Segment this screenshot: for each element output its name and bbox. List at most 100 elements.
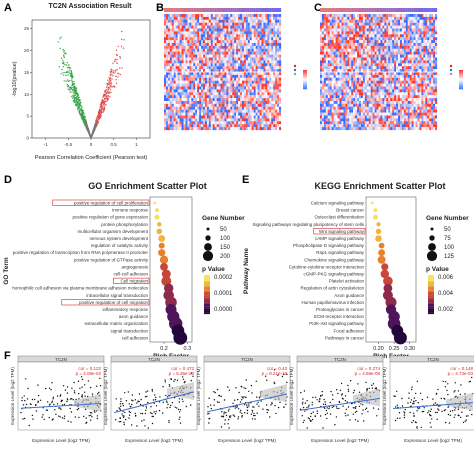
scatter-point: [84, 391, 86, 393]
scatter-point: [51, 401, 53, 404]
scatter-frame: [17, 361, 105, 431]
scatter-point: [60, 408, 62, 410]
volcano-point: [114, 71, 117, 73]
volcano-point: [67, 88, 69, 90]
volcano-point: [96, 116, 98, 119]
color-legend-swatch: [204, 276, 210, 278]
term-label: intracellular signal transduction: [86, 293, 148, 298]
scatter-point: [250, 384, 253, 387]
volcano-point: [58, 66, 60, 68]
scatter-point: [69, 398, 72, 400]
scatter-point: [89, 419, 92, 421]
volcano-point: [108, 77, 110, 79]
scatter-point: [354, 411, 357, 413]
volcano-point: [114, 58, 117, 61]
scatter-point: [258, 405, 260, 407]
scatter-point: [302, 401, 304, 403]
scatter-point: [145, 407, 148, 409]
scatter-point: [145, 405, 147, 407]
volcano-point: [76, 104, 78, 107]
volcano-point: [100, 105, 102, 107]
bubble-ylabel: Pathway Name: [243, 248, 250, 294]
volcano-point: [71, 95, 73, 98]
color-legend-swatch: [428, 299, 434, 302]
color-legend-label: 0.0000: [214, 307, 233, 313]
volcano-point: [115, 79, 117, 81]
scatter-point: [91, 416, 93, 418]
scatter-point: [341, 393, 344, 395]
heatmap-header-gradient: [320, 8, 438, 12]
color-legend-swatch: [428, 298, 434, 300]
volcano-point: [72, 83, 75, 85]
scatter-ylabel: Expression Level (log2 TPM): [103, 367, 108, 425]
scatter-point: [273, 369, 276, 371]
scatter-point: [174, 406, 176, 408]
confidence-band: [73, 393, 101, 412]
volcano-point: [68, 64, 70, 67]
bubble: [370, 201, 374, 205]
scatter-point: [209, 404, 212, 406]
scatter-point: [164, 381, 166, 383]
color-legend-swatch: [204, 295, 210, 298]
scatter-point: [417, 408, 419, 410]
panel-letter-a: A: [4, 2, 12, 14]
scatter-point: [256, 412, 258, 414]
scatter-point: [417, 402, 419, 404]
scatter-point: [150, 406, 152, 408]
scatter-point: [87, 380, 90, 382]
volcano-xtick-label: 0.5: [111, 142, 118, 147]
volcano-point: [98, 118, 100, 120]
volcano-point: [107, 98, 110, 100]
scatter-point: [401, 405, 404, 407]
scatter-point: [60, 399, 63, 402]
volcano-point: [80, 117, 83, 119]
scatter-point: [415, 400, 417, 402]
scatter-point: [241, 396, 243, 398]
scatter-point: [228, 408, 230, 410]
scatter-point: [444, 381, 447, 383]
scatter-point: [67, 420, 69, 422]
scatter-point: [131, 399, 133, 401]
volcano-point: [96, 123, 99, 125]
scatter-point: [310, 412, 313, 415]
scatter-point: [244, 412, 246, 414]
scatter-point: [266, 379, 268, 381]
volcano-point: [115, 82, 118, 84]
volcano-xtick-label: 1: [135, 142, 138, 147]
scatter-point: [52, 398, 54, 400]
scatter-point: [396, 390, 398, 392]
volcano-point: [87, 130, 89, 132]
volcano-point: [97, 115, 99, 117]
scatter-point: [320, 395, 322, 397]
color-legend-swatch: [204, 294, 210, 296]
scatter-point: [371, 387, 374, 389]
heatmap-cells: [164, 14, 282, 131]
volcano-point: [72, 99, 75, 102]
volcano-point: [108, 87, 111, 89]
volcano-point: [101, 105, 104, 108]
scatter-point: [465, 415, 468, 417]
scatter-point: [136, 425, 138, 427]
cor-value: cor = 0.274: [357, 366, 380, 371]
scatter-ylabel: Expression Level (log2 TPM): [382, 367, 387, 425]
scatter-point: [240, 409, 242, 411]
scatter-point: [365, 381, 367, 384]
scatter-point: [308, 418, 311, 420]
scatter-point: [247, 406, 249, 408]
scatter-point: [447, 406, 449, 408]
panel-d-title: GO Enrichment Scatter Plot: [88, 181, 207, 191]
regression-line: [392, 402, 474, 410]
bubble: [158, 235, 166, 242]
scatter-point: [322, 403, 325, 405]
size-legend-title: Gene Number: [426, 215, 469, 222]
volcano-point: [86, 123, 88, 126]
volcano-point: [85, 120, 87, 122]
scatter-point: [286, 373, 288, 375]
scatter-point: [141, 412, 144, 415]
scatter-point: [227, 410, 230, 412]
scatter-point: [286, 381, 288, 384]
scatter-point: [398, 412, 401, 414]
scatter-point: [321, 390, 323, 393]
